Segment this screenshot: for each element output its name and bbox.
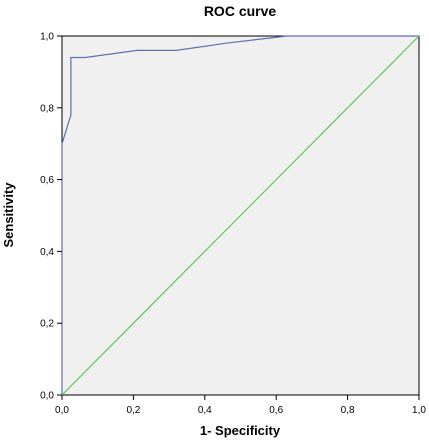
y-tick-label: 0,6	[40, 175, 54, 186]
y-tick-label: 0,8	[40, 103, 54, 114]
reference-diagonal-line	[61, 35, 420, 396]
chart-title: ROC curve	[204, 3, 277, 19]
y-axis-label: Sensitivity	[1, 182, 16, 248]
x-tick-label: 0,6	[269, 405, 283, 416]
roc-curve-line	[61, 35, 419, 395]
x-tick-label: 0,4	[198, 405, 212, 416]
y-tick-label: 1,0	[40, 32, 54, 43]
chart-marks	[61, 35, 420, 396]
y-tick-label: 0,0	[40, 391, 54, 402]
x-tick-label: 0,8	[341, 405, 355, 416]
y-tick-label: 0,4	[40, 247, 54, 258]
x-tick-label: 0,0	[55, 405, 69, 416]
x-tick-label: 1,0	[412, 405, 426, 416]
x-axis-label: 1- Specificity	[200, 423, 281, 438]
y-tick-label: 0,2	[40, 319, 54, 330]
x-tick-label: 0,2	[126, 405, 140, 416]
